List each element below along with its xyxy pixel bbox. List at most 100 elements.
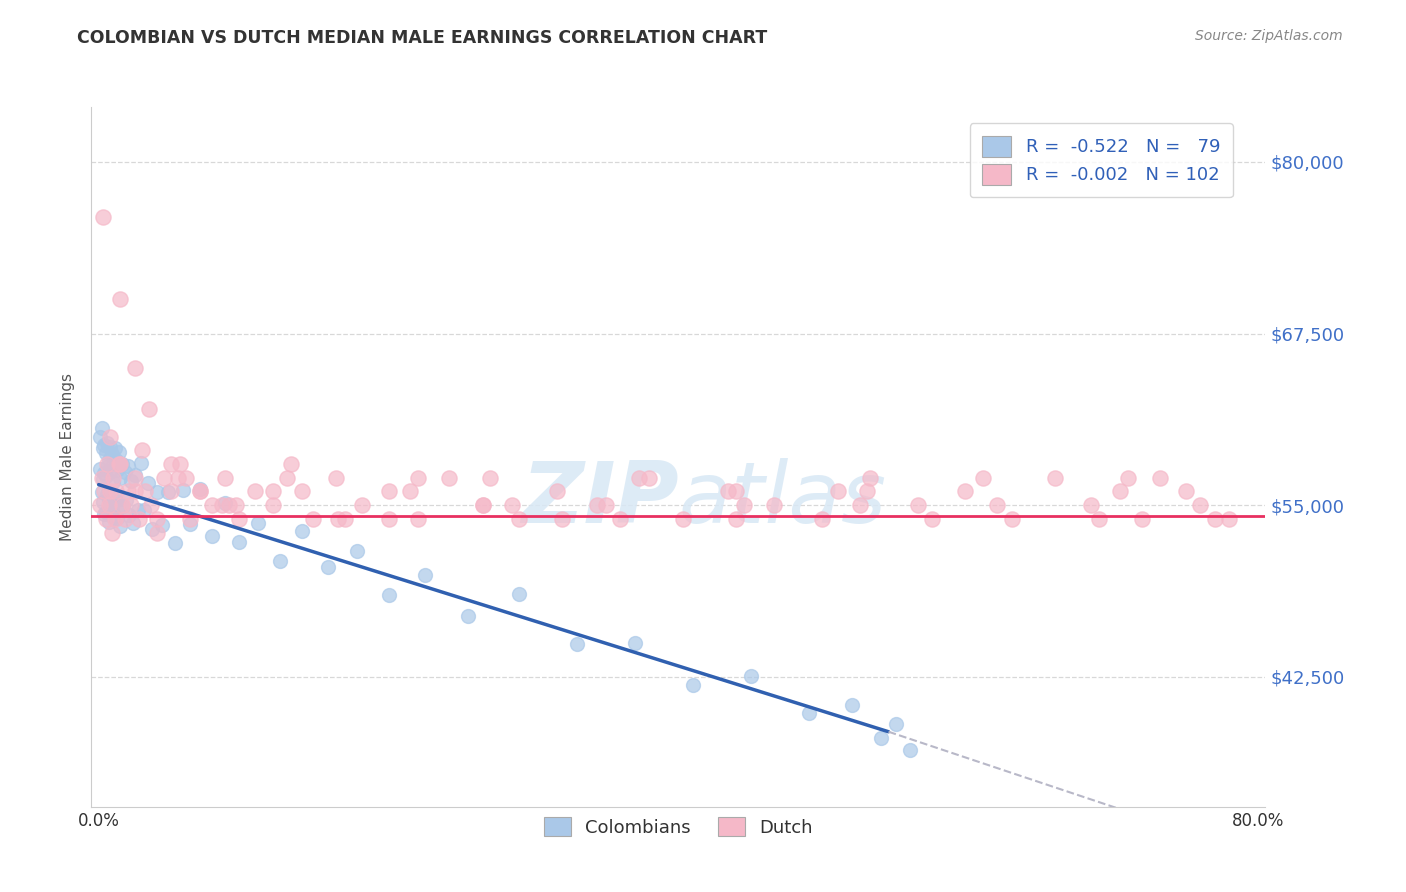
Point: [1189, 498, 1212, 512]
Point: [100, 525, 122, 540]
Point: [110, 518, 132, 533]
Point: [188, 484, 211, 499]
Y-axis label: Median Male Earnings: Median Male Earnings: [60, 373, 76, 541]
Point: [172, 483, 194, 497]
Point: [870, 731, 893, 746]
Point: [1001, 512, 1024, 526]
Point: [921, 512, 943, 526]
Point: [112, 499, 135, 513]
Point: [1204, 512, 1226, 526]
Point: [609, 512, 631, 526]
Point: [508, 512, 530, 526]
Point: [201, 529, 224, 543]
Point: [108, 500, 131, 515]
Point: [97, 498, 120, 512]
Point: [96, 457, 118, 471]
Point: [551, 512, 574, 526]
Point: [225, 498, 247, 512]
Point: [1109, 484, 1132, 499]
Point: [546, 484, 568, 499]
Point: [117, 459, 139, 474]
Point: [169, 457, 191, 471]
Point: [179, 512, 201, 526]
Point: [105, 452, 128, 467]
Point: [91, 210, 114, 224]
Point: [501, 498, 523, 512]
Point: [228, 512, 250, 526]
Point: [725, 512, 748, 526]
Point: [103, 442, 125, 456]
Point: [101, 475, 124, 490]
Point: [841, 698, 863, 712]
Point: [179, 516, 201, 531]
Point: [898, 743, 921, 757]
Point: [628, 471, 651, 485]
Point: [141, 522, 163, 536]
Point: [165, 535, 187, 549]
Point: [1087, 512, 1109, 526]
Point: [152, 518, 174, 533]
Point: [160, 457, 183, 471]
Point: [145, 525, 167, 540]
Point: [508, 587, 530, 601]
Point: [811, 512, 834, 526]
Point: [471, 498, 494, 512]
Point: [153, 471, 176, 485]
Point: [117, 484, 139, 499]
Point: [262, 498, 284, 512]
Point: [136, 476, 159, 491]
Point: [89, 498, 111, 512]
Point: [740, 669, 762, 683]
Point: [955, 484, 977, 499]
Point: [103, 490, 125, 504]
Point: [145, 512, 167, 526]
Point: [93, 438, 115, 452]
Point: [93, 507, 115, 521]
Point: [120, 498, 142, 512]
Point: [107, 511, 129, 525]
Point: [100, 447, 122, 461]
Point: [624, 635, 647, 649]
Point: [138, 402, 160, 417]
Point: [94, 445, 117, 459]
Point: [91, 472, 114, 486]
Point: [413, 567, 436, 582]
Point: [124, 471, 146, 485]
Point: [167, 471, 190, 485]
Point: [98, 484, 121, 499]
Point: [93, 484, 115, 499]
Point: [111, 498, 134, 512]
Point: [377, 512, 399, 526]
Point: [211, 498, 233, 512]
Point: [907, 498, 929, 512]
Text: ZIP: ZIP: [520, 458, 678, 541]
Text: atlas: atlas: [678, 458, 886, 541]
Point: [478, 471, 501, 485]
Point: [377, 588, 399, 602]
Point: [94, 512, 117, 526]
Point: [93, 466, 115, 480]
Point: [276, 471, 298, 485]
Point: [280, 457, 302, 471]
Point: [406, 512, 429, 526]
Point: [118, 508, 141, 522]
Point: [124, 360, 146, 375]
Point: [108, 457, 131, 471]
Point: [91, 495, 114, 509]
Point: [124, 484, 146, 499]
Point: [89, 461, 111, 475]
Point: [214, 471, 236, 485]
Point: [96, 459, 118, 474]
Point: [399, 484, 422, 499]
Point: [565, 637, 588, 651]
Point: [595, 498, 617, 512]
Point: [848, 498, 870, 512]
Point: [100, 502, 122, 516]
Point: [124, 468, 146, 483]
Point: [98, 495, 121, 509]
Point: [101, 471, 124, 485]
Point: [131, 443, 153, 458]
Point: [214, 496, 236, 510]
Point: [115, 493, 138, 508]
Point: [174, 471, 197, 485]
